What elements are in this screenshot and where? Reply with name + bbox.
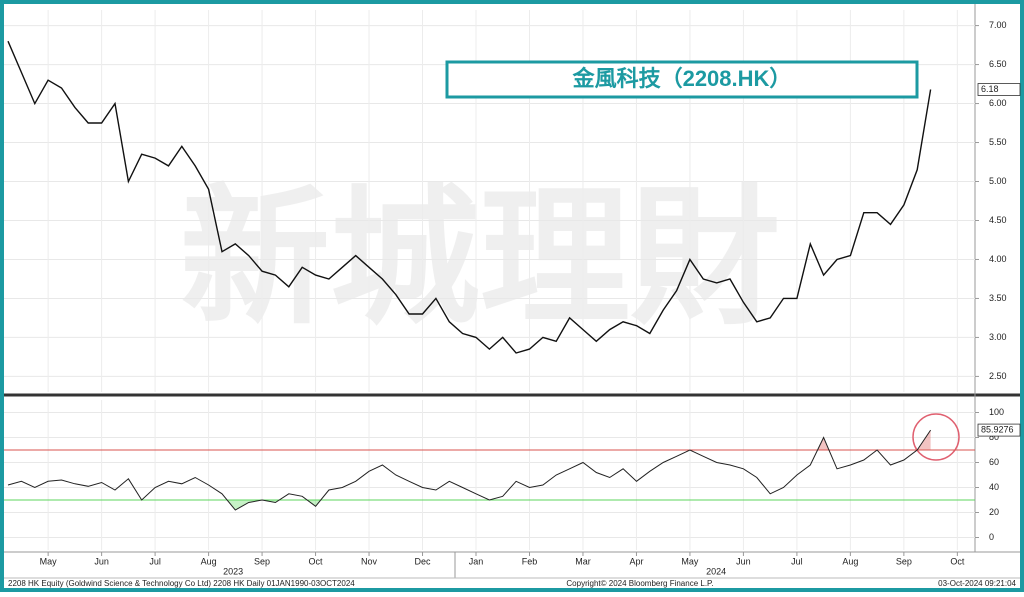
footer-center: Copyright© 2024 Bloomberg Finance L.P. xyxy=(566,579,713,588)
y-tick-label: 4.50 xyxy=(989,215,1007,225)
y-tick-label: 3.50 xyxy=(989,293,1007,303)
y-tick-label: 100 xyxy=(989,407,1004,417)
y-tick-label: 2.50 xyxy=(989,371,1007,381)
x-tick-label: Sep xyxy=(254,556,270,566)
x-tick-label: Jul xyxy=(791,556,803,566)
x-group-label: 2023 xyxy=(223,566,243,576)
x-tick-label: Jul xyxy=(149,556,161,566)
x-tick-label: May xyxy=(40,556,58,566)
series-line xyxy=(7,429,932,511)
last-value-tag-box xyxy=(977,83,1021,96)
x-tick-label: Aug xyxy=(842,556,858,566)
y-tick-label: 4.00 xyxy=(989,254,1007,264)
chart-title: 金風科技（2208.HK） xyxy=(572,66,792,91)
x-tick-label: Aug xyxy=(201,556,217,566)
y-tick-label: 6.50 xyxy=(989,59,1007,69)
x-tick-label: Jun xyxy=(94,556,109,566)
x-tick-label: Sep xyxy=(896,556,912,566)
x-tick-label: Nov xyxy=(361,556,378,566)
x-tick-label: May xyxy=(681,556,699,566)
x-tick-label: Oct xyxy=(309,556,324,566)
y-tick-label: 5.00 xyxy=(989,176,1007,186)
x-tick-label: Apr xyxy=(629,556,643,566)
y-tick-label: 5.50 xyxy=(989,137,1007,147)
x-tick-label: Jun xyxy=(736,556,751,566)
series-line xyxy=(7,40,932,354)
last-value-tag: 85.9276 xyxy=(981,424,1014,434)
x-group-label: 2024 xyxy=(706,566,726,576)
last-value-tag-box xyxy=(977,423,1021,437)
x-tick-label: Oct xyxy=(950,556,965,566)
x-tick-label: Feb xyxy=(522,556,538,566)
footer-right: 03-Oct-2024 09:21:04 xyxy=(938,579,1016,588)
y-tick-label: 6.00 xyxy=(989,98,1007,108)
watermark: 新城理財 xyxy=(180,174,780,342)
y-tick-label: 40 xyxy=(989,482,999,492)
x-tick-label: Jan xyxy=(469,556,484,566)
y-tick-label: 7.00 xyxy=(989,20,1007,30)
footer-left: 2208 HK Equity (Goldwind Science & Techn… xyxy=(8,579,355,588)
last-value-tag: 6.18 xyxy=(981,84,999,94)
highlight-circle xyxy=(912,413,960,461)
threshold-fill xyxy=(8,500,931,510)
x-tick-label: Mar xyxy=(575,556,591,566)
y-tick-label: 80 xyxy=(989,432,999,442)
y-tick-label: 0 xyxy=(989,532,994,542)
x-tick-label: Dec xyxy=(415,556,432,566)
title-box xyxy=(445,60,919,99)
y-tick-label: 20 xyxy=(989,507,999,517)
y-tick-label: 60 xyxy=(989,457,999,467)
y-tick-label: 3.00 xyxy=(989,332,1007,342)
